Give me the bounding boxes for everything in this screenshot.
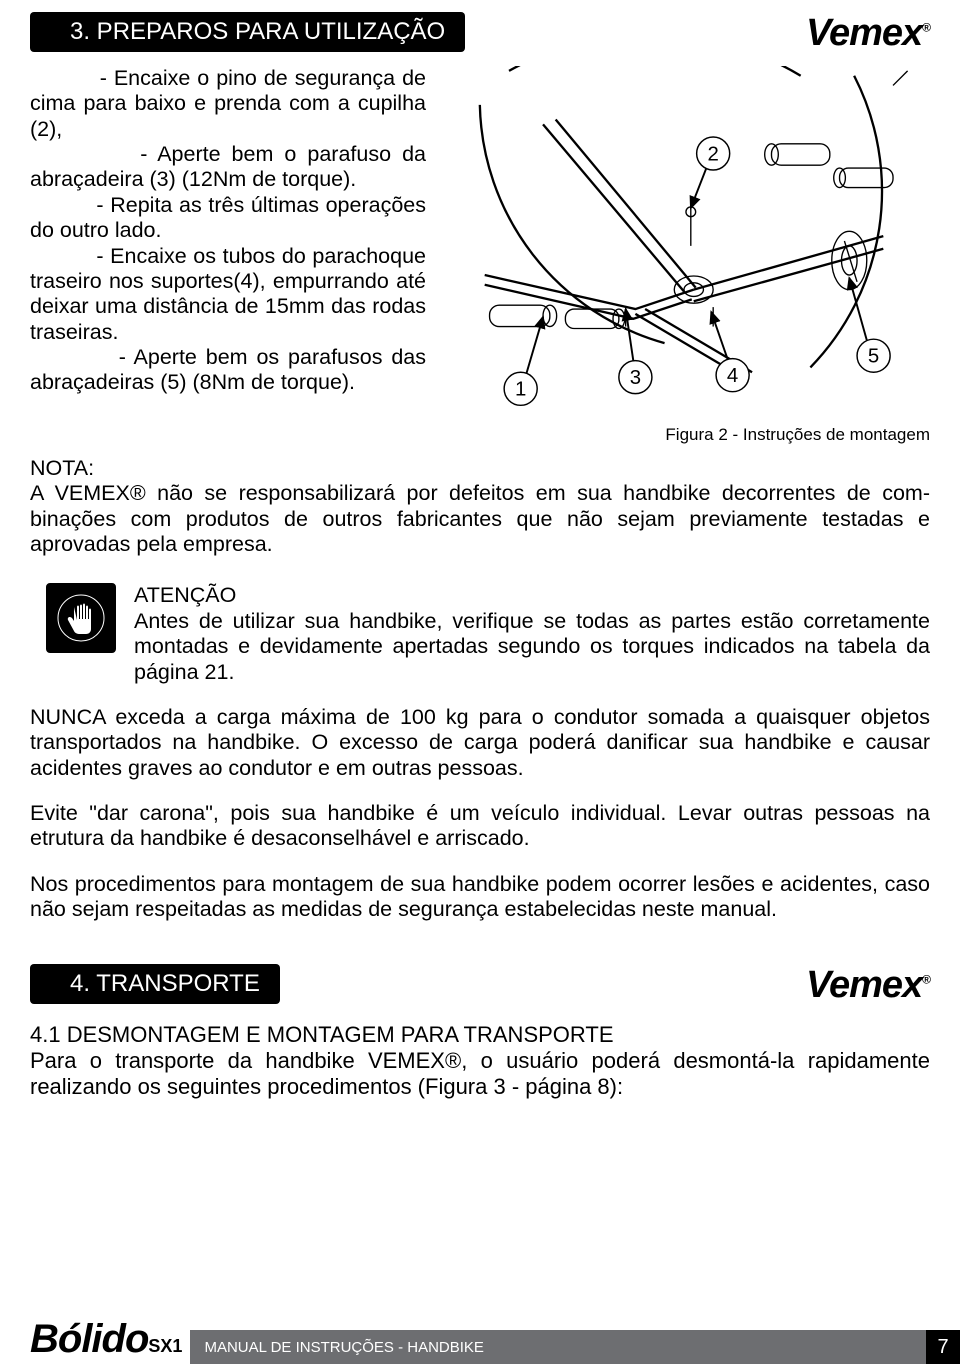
callout-arrow-2 [691, 168, 707, 208]
brand-reg-2: ® [922, 972, 930, 986]
section4-header-row: 4. TRANSPORTE Vemex® [0, 952, 960, 1018]
callout-number-3: 3 [630, 367, 641, 389]
nota-label: NOTA: [30, 456, 94, 480]
section4-sub-title: 4.1 DESMONTAGEM E MONTAGEM PARA TRANSPOR… [30, 1022, 614, 1047]
section3-header-row: 3. PREPAROS PARA UTILIZAÇÃO Vemex® [0, 0, 960, 66]
footer-doc-title-bar: MANUAL DE INSTRUÇÕES - HANDBIKE [190, 1330, 926, 1364]
figure2-lineart [480, 66, 908, 377]
nota-block: NOTA: A VEMEX® não se responsabilizará p… [0, 446, 960, 557]
section3-title: 3. PREPAROS PARA UTILIZAÇÃO [30, 12, 465, 52]
figure2-container: 1 2 3 4 5 Figura 2 - Instruções de montagem [438, 66, 930, 446]
brand-name: Vemex [806, 12, 922, 54]
footer-bar: BólidoSX1 MANUAL DE INSTRUÇÕES - HANDBIK… [0, 1317, 960, 1364]
footer-doc-title: MANUAL DE INSTRUÇÕES - HANDBIKE [204, 1339, 484, 1356]
section4-sub: 4.1 DESMONTAGEM E MONTAGEM PARA TRANSPOR… [0, 1018, 960, 1100]
footer-product: Bólido [30, 1317, 148, 1361]
nota-text: A VEMEX® não se responsabilizará por def… [30, 481, 930, 556]
hand-stop-icon [46, 583, 116, 653]
callout-arrow-1 [527, 317, 544, 373]
footer-model: SX1 [148, 1336, 182, 1356]
section4-title: 4. TRANSPORTE [30, 964, 280, 1004]
section3-split: - Encaixe o pino de segurança de cima pa… [0, 66, 960, 446]
callout-number-2: 2 [707, 143, 718, 165]
attention-body: Antes de utilizar sua handbike, verifiqu… [134, 609, 930, 684]
brand-reg: ® [922, 20, 930, 34]
section4-sub-text: Para o transporte da handbike VEMEX®, o … [30, 1048, 930, 1100]
para-carona: Evite "dar carona", pois sua handbike é … [0, 781, 960, 852]
page-number: 7 [926, 1330, 960, 1364]
brand-logo-mid: Vemex® [806, 964, 930, 1007]
callout-number-1: 1 [515, 379, 526, 401]
brand-name-2: Vemex [806, 964, 922, 1006]
callout-number-4: 4 [727, 365, 738, 387]
section3-instructions: - Encaixe o pino de segurança de cima pa… [30, 66, 426, 446]
figure2-svg: 1 2 3 4 5 [438, 66, 930, 416]
figure2-caption: Figura 2 - Instruções de montagem [438, 425, 930, 445]
brand-logo-top: Vemex® [806, 12, 930, 55]
para-max-load: NUNCA exceda a carga máxima de 100 kg pa… [0, 685, 960, 781]
attention-label: ATENÇÃO [134, 583, 236, 607]
attention-block: ATENÇÃO Antes de utilizar sua handbike, … [0, 557, 960, 684]
para-procedures: Nos procedimentos para montagem de sua h… [0, 852, 960, 923]
attention-text-block: ATENÇÃO Antes de utilizar sua handbike, … [134, 583, 930, 684]
callout-number-5: 5 [868, 346, 879, 368]
footer-product-logo: BólidoSX1 [0, 1317, 190, 1364]
